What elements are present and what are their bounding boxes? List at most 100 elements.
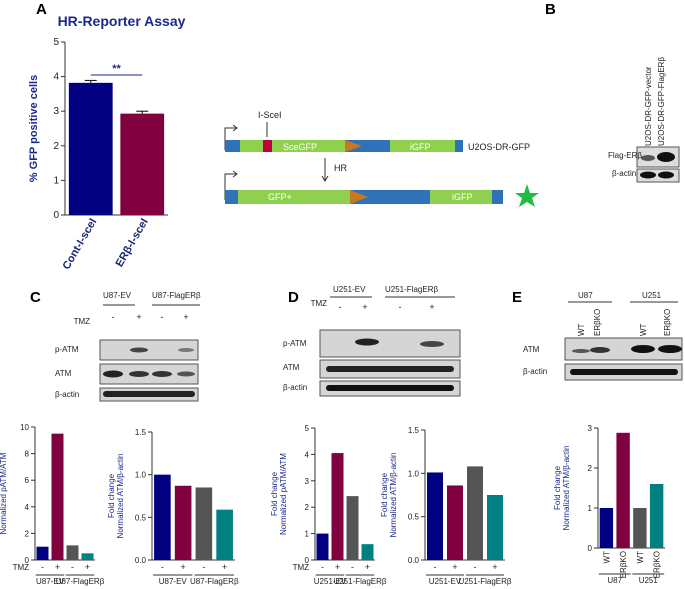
band [641, 155, 655, 161]
x-tick-label: + [55, 562, 60, 572]
igfp-segment [390, 140, 455, 152]
row-label: Flag-ERβ [608, 151, 642, 160]
band [640, 171, 656, 179]
row-label: ATM [283, 363, 300, 372]
bar [599, 508, 614, 548]
group-label: U251-EV [333, 285, 366, 294]
segment-label: iGFP [410, 142, 431, 152]
bar [68, 82, 113, 215]
row-label: β-actin [523, 367, 547, 376]
y-tick-label: 2 [305, 503, 310, 512]
x-tick-label: WT [636, 551, 645, 564]
row-label: β-actin [612, 169, 636, 178]
construct-label: U2OS-DR-GFP [468, 142, 530, 152]
y-tick-label: 0.0 [408, 556, 420, 565]
y-axis-label: Normalized pATM/ATM [0, 452, 8, 534]
group-label: U87 [607, 576, 622, 585]
enzyme-label: I-SceI [258, 110, 282, 120]
group-label: U251-FlagERβ [385, 285, 438, 294]
y-tick-label: 3 [53, 106, 59, 117]
panel-label: A [36, 1, 47, 18]
treatment-label: TMZ [74, 317, 91, 326]
y-tick-label: 0 [305, 556, 310, 565]
row-label: β-actin [55, 390, 79, 399]
y-tick-label: 0 [53, 210, 59, 221]
y-axis-label: Fold change [553, 465, 562, 510]
group-label: U251-FlagERβ [333, 577, 386, 586]
sign: - [161, 312, 164, 322]
x-tick-label: ERβ-I-sceI [114, 217, 151, 270]
y-tick-label: 0 [25, 556, 30, 565]
bar [195, 487, 213, 560]
blot-e: U87 U251 WT ERβKO WT ERβKO ATM β-actin [523, 291, 683, 381]
y-axis-label: Normalized pATM/ATM [279, 453, 288, 535]
x-tick-label: - [41, 562, 44, 572]
y-axis-label: Normalized ATM/β-actin [116, 454, 125, 539]
y-axis-label: Fold change [107, 473, 116, 518]
x-tick-label: ERβKO [619, 551, 628, 578]
group-label: U251 [642, 291, 662, 300]
x-tick-label: WT [602, 551, 611, 564]
bar [66, 545, 79, 560]
lane-label: ERβKO [663, 309, 672, 336]
y-axis-label: Normalized ATM/β-actin [562, 446, 571, 531]
bar [616, 432, 630, 548]
igfp-segment [430, 190, 492, 204]
y-tick-label: 1.5 [408, 426, 420, 435]
band [570, 369, 678, 375]
y-tick-label: 6 [25, 476, 30, 485]
bar [487, 495, 503, 560]
segment-label: SceGFP [283, 142, 317, 152]
arrow-head [232, 124, 238, 132]
band [355, 338, 379, 346]
y-tick-label: 4 [53, 72, 59, 83]
bar [467, 466, 483, 560]
lane-label: U2OS-DR-GFP-FlagERβ [657, 57, 666, 146]
band [178, 348, 194, 352]
row-label: p-ATM [55, 345, 79, 354]
bar [51, 433, 64, 560]
x-tick-label: + [85, 562, 90, 572]
sign: + [429, 302, 434, 312]
bar [346, 496, 359, 560]
y-tick-label: 0.5 [408, 513, 420, 522]
x-tick-label: - [161, 562, 164, 572]
band [657, 152, 675, 162]
group-label: U87-EV [103, 291, 132, 300]
group-label: U87-EV [159, 577, 188, 586]
segment-label: GFP+ [268, 192, 292, 202]
category-label: TMZ [13, 563, 30, 572]
group-label: U251 [639, 576, 659, 585]
blot [99, 339, 199, 361]
y-tick-label: 2 [25, 529, 30, 538]
row-label: ATM [55, 369, 72, 378]
step-label: HR [334, 163, 347, 173]
bar [216, 509, 233, 560]
y-tick-label: 10 [20, 423, 29, 432]
x-tick-label: + [335, 562, 340, 572]
band [631, 345, 655, 353]
x-tick-label: - [321, 562, 324, 572]
lane-label: U2OS-DR-GFP-vector [644, 66, 653, 146]
band [326, 385, 454, 391]
group-label: U87-EV [36, 577, 65, 586]
bar [633, 508, 647, 548]
y-tick-label: 5 [305, 424, 310, 433]
group-label: U87-FlagERβ [190, 577, 239, 586]
band [152, 371, 172, 377]
y-tick-label: 3 [588, 424, 593, 433]
iscei-site [263, 140, 272, 152]
sign: + [362, 302, 367, 312]
category-label: TMZ [293, 563, 310, 572]
band [572, 349, 590, 353]
y-tick-label: 1.5 [135, 428, 147, 437]
y-tick-label: 1 [305, 530, 310, 539]
y-axis-label: Fold change [380, 472, 389, 517]
y-tick-label: 8 [25, 450, 30, 459]
significance-label: ** [112, 63, 121, 75]
row-label: p-ATM [283, 339, 307, 348]
x-tick-label: + [222, 562, 227, 572]
bar [316, 533, 329, 560]
y-tick-label: 3 [305, 477, 310, 486]
